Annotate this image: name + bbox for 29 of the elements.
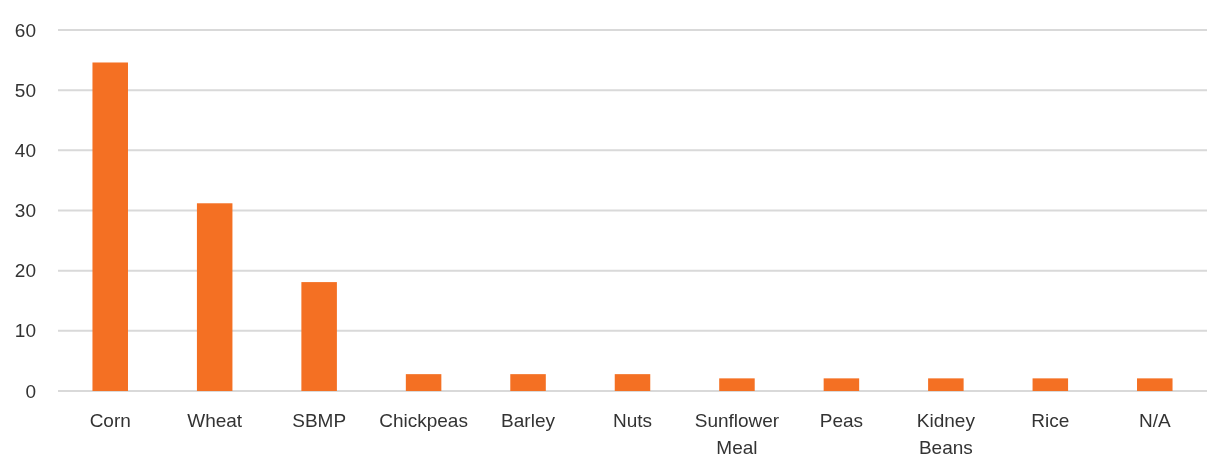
y-tick-label: 20 <box>14 260 36 282</box>
x-tick-label: Sunflower Meal <box>694 410 780 457</box>
bar <box>719 378 755 391</box>
x-tick-label: Peas <box>819 410 864 431</box>
x-tick-label: Nuts <box>612 410 653 431</box>
x-tick-label: Chickpeas <box>379 410 468 431</box>
bar <box>614 374 651 391</box>
y-tick-label: 50 <box>14 79 36 101</box>
x-tick-label: Corn <box>89 410 131 431</box>
y-tick-label: 0 <box>25 380 36 402</box>
x-tick-label: Rice <box>1031 410 1070 431</box>
x-tick-label: Kidney Beans <box>916 410 976 457</box>
x-tick-label: Barley <box>501 410 556 431</box>
y-tick-label: 30 <box>14 200 36 222</box>
bar <box>1032 378 1069 391</box>
bar <box>1137 378 1173 391</box>
y-tick-label: 10 <box>14 320 36 342</box>
bar <box>92 62 128 391</box>
bar <box>301 282 337 391</box>
bar <box>196 203 233 391</box>
x-tick-label: N/A <box>1138 410 1171 431</box>
x-tick-label: Wheat <box>187 410 243 431</box>
y-tick-label: 40 <box>14 139 36 161</box>
bar <box>405 374 442 391</box>
x-tick-label: SBMP <box>292 410 347 431</box>
bar <box>928 378 964 391</box>
bar <box>510 374 546 391</box>
y-tick-label: 60 <box>14 19 36 41</box>
bar <box>823 378 860 391</box>
